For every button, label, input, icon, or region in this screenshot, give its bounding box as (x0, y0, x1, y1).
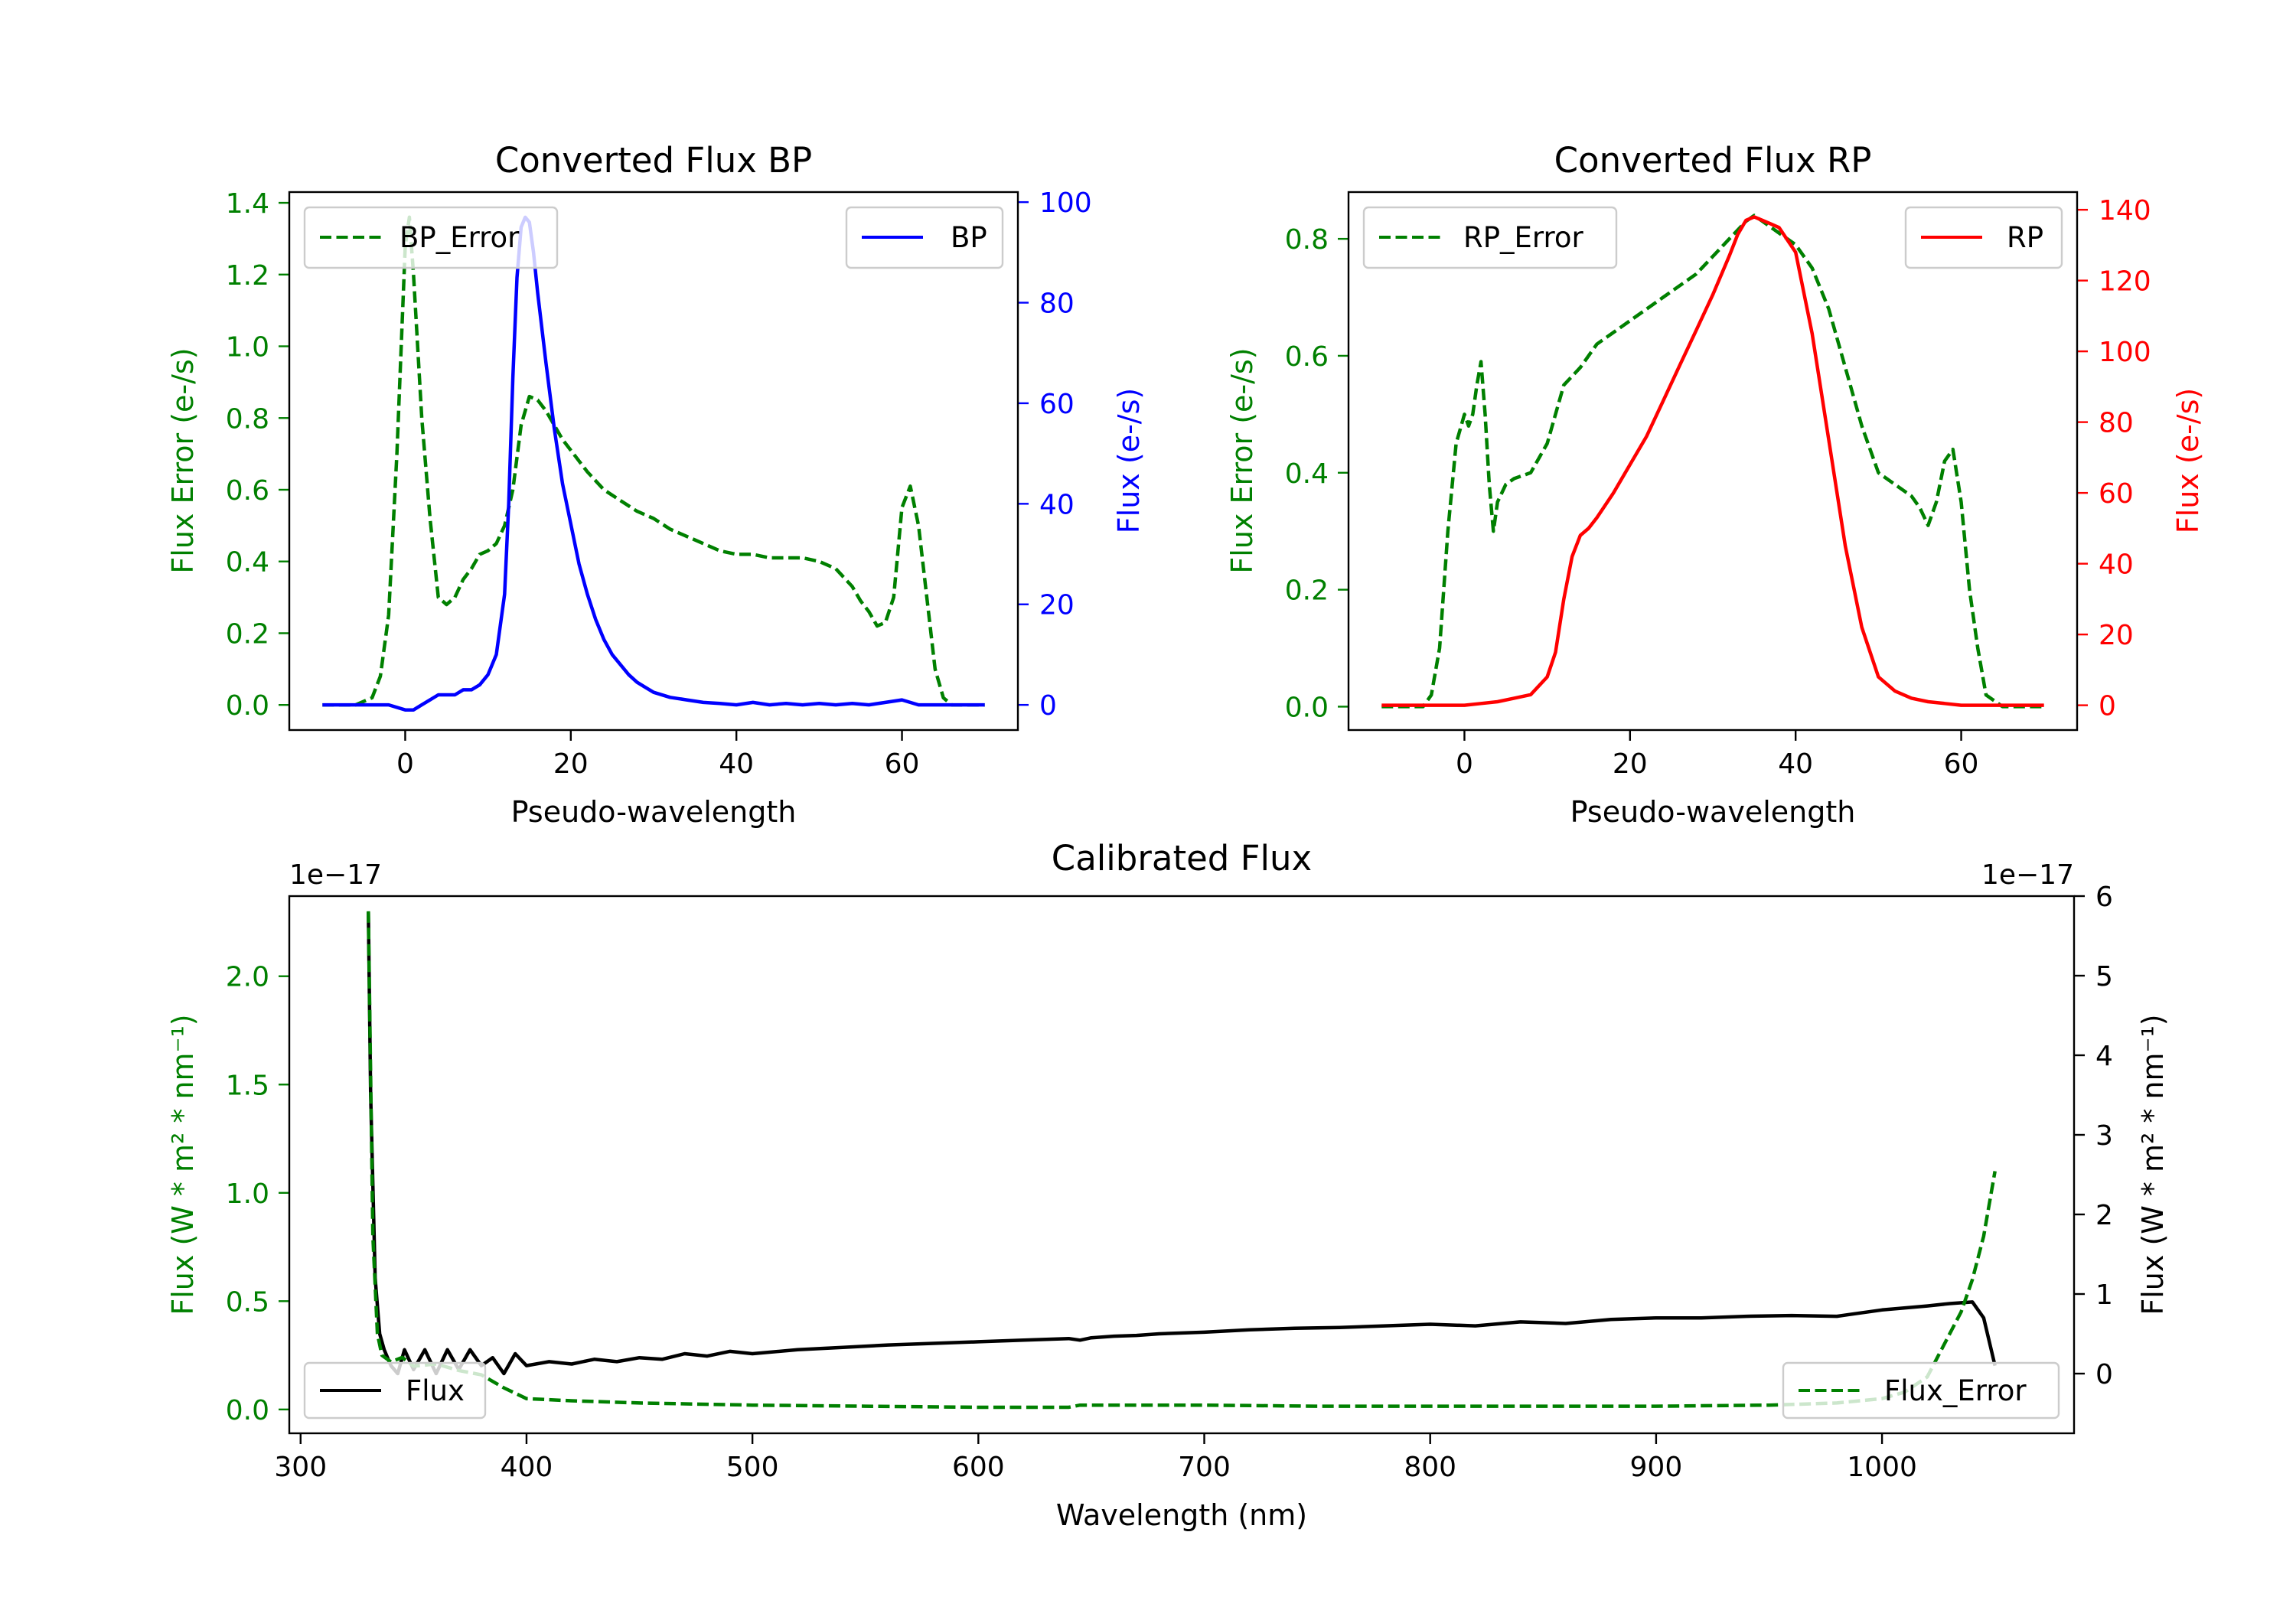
legend-flux-error-label: Flux_Error (1884, 1374, 2027, 1407)
x-tick-label-cal-5: 800 (1404, 1452, 1456, 1483)
chart-calibrated: Calibrated Flux 1e−17 1e−17 300 400 500 600… (166, 838, 2170, 1532)
left-axis-label-bp: Flux Error (e-/s) (166, 347, 200, 573)
left-tick-label-rp-2: 0.4 (1285, 458, 1329, 490)
left-tick-label-bp-2: 0.4 (226, 547, 269, 579)
right-tick-label-rp-4: 80 (2099, 408, 2134, 439)
x-tick-label-bp-3: 60 (885, 748, 920, 780)
x-tick-label-rp-2: 40 (1778, 748, 1813, 780)
legend-bp-error-label: BP_Error (400, 221, 520, 254)
legend-bp: BP (845, 206, 1004, 269)
right-tick-label-bp-2: 40 (1039, 489, 1075, 520)
right-tick-label-bp-1: 20 (1039, 590, 1075, 621)
x-tick-label-bp-1: 20 (553, 748, 589, 780)
chart-rp: Converted Flux RP 0 20 40 60 0.0 0.2 0.4 0.6 0.… (1225, 140, 2205, 829)
left-tick-label-cal-4: 2.0 (226, 962, 269, 993)
left-tick-label-bp-5: 1.0 (226, 332, 269, 363)
left-tick-label-rp-4: 0.8 (1285, 224, 1329, 256)
chart-bp: Converted Flux BP 0 20 40 60 0.0 0.2 0.4 0.6 0.… (166, 140, 1146, 829)
x-tick-label-rp-3: 60 (1944, 748, 1979, 780)
right-tick-label-cal-1: 1 (2095, 1279, 2113, 1311)
series-bp-line (322, 215, 985, 712)
axes-frame-bp (288, 191, 1019, 732)
left-tick-label-bp-6: 1.2 (226, 260, 269, 292)
left-tick-label-cal-1: 0.5 (226, 1286, 269, 1318)
x-tick-label-cal-3: 600 (952, 1452, 1005, 1483)
x-tick-label-cal-1: 400 (501, 1452, 553, 1483)
left-tick-label-cal-0: 0.0 (226, 1395, 269, 1426)
right-tick-label-cal-2: 2 (2095, 1200, 2113, 1231)
x-axis-label-calibrated: Wavelength (nm) (1056, 1498, 1307, 1532)
left-axis-label-calibrated: Flux (W * m² * nm⁻¹) (166, 1014, 200, 1315)
right-tick-label-cal-0: 0 (2095, 1359, 2113, 1390)
series-bp-error-line (322, 215, 985, 707)
x-axis-label-rp: Pseudo-wavelength (1570, 795, 1856, 829)
chart-title-calibrated: Calibrated Flux (1052, 838, 1312, 878)
left-tick-label-cal-2: 1.0 (226, 1178, 269, 1210)
series-rp-line (1381, 215, 2044, 707)
legend-flux-error: Flux_Error (1782, 1361, 2060, 1420)
right-tick-label-bp-3: 60 (1039, 389, 1075, 420)
right-tick-label-rp-5: 100 (2099, 337, 2151, 368)
x-tick-label-bp-0: 0 (396, 748, 414, 780)
right-tick-label-bp-0: 0 (1039, 690, 1057, 722)
legend-flux: Flux (303, 1361, 487, 1420)
right-axis-offset: 1e−17 (1981, 859, 2074, 891)
legend-bp-error: BP_Error (303, 206, 559, 269)
chart-title-rp: Converted Flux RP (1554, 140, 1872, 181)
right-tick-label-bp-4: 80 (1039, 288, 1075, 320)
left-tick-label-rp-3: 0.6 (1285, 341, 1329, 373)
axes-frame-calibrated (288, 895, 2076, 1435)
right-axis-label-bp: Flux (e-/s) (1112, 388, 1146, 533)
legend-rp-error: RP_Error (1362, 206, 1618, 269)
chart-title-bp: Converted Flux BP (495, 140, 812, 181)
x-tick-label-cal-0: 300 (274, 1452, 327, 1483)
x-axis-label-bp: Pseudo-wavelength (511, 795, 797, 829)
legend-flux-label: Flux (406, 1374, 465, 1407)
right-tick-label-cal-3: 3 (2095, 1120, 2113, 1152)
left-tick-label-bp-7: 1.4 (226, 188, 269, 220)
left-axis-offset: 1e−17 (289, 859, 382, 891)
right-tick-label-cal-4: 4 (2095, 1041, 2113, 1072)
left-tick-label-bp-1: 0.2 (226, 618, 269, 650)
right-axis-label-rp: Flux (e-/s) (2171, 388, 2205, 533)
legend-rp: RP (1904, 206, 2063, 269)
left-tick-label-cal-3: 1.5 (226, 1070, 269, 1101)
legend-rp-label: RP (2007, 221, 2043, 254)
x-tick-label-cal-6: 900 (1630, 1452, 1683, 1483)
right-tick-label-bp-5: 100 (1039, 187, 1092, 219)
left-tick-label-rp-0: 0.0 (1285, 692, 1329, 723)
right-tick-label-cal-6: 6 (2095, 882, 2113, 913)
right-tick-label-rp-0: 0 (2099, 691, 2116, 722)
x-tick-label-cal-7: 1000 (1847, 1452, 1917, 1483)
left-axis-label-rp: Flux Error (e-/s) (1225, 347, 1259, 573)
legend-bp-label: BP (951, 221, 987, 254)
x-tick-label-rp-1: 20 (1613, 748, 1648, 780)
left-tick-label-bp-4: 0.8 (226, 403, 269, 435)
left-tick-label-bp-0: 0.0 (226, 690, 269, 722)
x-tick-label-rp-0: 0 (1456, 748, 1473, 780)
axes-frame-rp (1347, 191, 2079, 732)
right-tick-label-rp-1: 20 (2099, 620, 2134, 651)
x-tick-label-cal-2: 500 (726, 1452, 779, 1483)
legend-rp-error-label: RP_Error (1463, 221, 1583, 254)
left-tick-label-rp-1: 0.2 (1285, 575, 1329, 607)
right-tick-label-cal-5: 5 (2095, 961, 2113, 993)
right-tick-label-rp-2: 40 (2099, 549, 2134, 581)
x-tick-label-bp-2: 40 (719, 748, 754, 780)
right-axis-label-calibrated: Flux (W * m² * nm⁻¹) (2136, 1014, 2170, 1315)
right-tick-label-rp-7: 140 (2099, 195, 2151, 227)
right-tick-label-rp-6: 120 (2099, 266, 2151, 298)
right-tick-label-rp-3: 60 (2099, 478, 2134, 510)
series-rp-error-line (1381, 214, 2044, 709)
x-tick-label-cal-4: 700 (1178, 1452, 1231, 1483)
left-tick-label-bp-3: 0.6 (226, 475, 269, 507)
